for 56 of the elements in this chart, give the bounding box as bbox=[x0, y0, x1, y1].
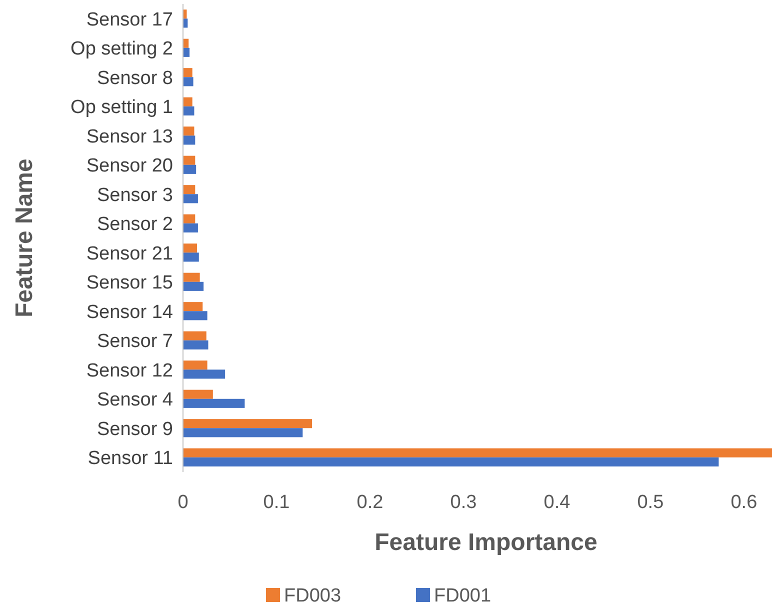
bar bbox=[183, 156, 196, 165]
x-tick-label: 0 bbox=[178, 492, 188, 513]
y-tick-label: Sensor 11 bbox=[88, 448, 173, 470]
y-tick-label: Sensor 20 bbox=[86, 156, 173, 177]
bar bbox=[183, 272, 200, 282]
y-tick-label: Sensor 14 bbox=[86, 302, 174, 323]
y-tick-label: Op setting 1 bbox=[70, 97, 173, 118]
y-tick-label: Sensor 2 bbox=[96, 214, 173, 236]
bar bbox=[183, 126, 194, 136]
y-tick-label: Sensor 21 bbox=[86, 243, 173, 264]
bar bbox=[183, 302, 203, 312]
bar bbox=[183, 136, 196, 145]
y-axis-title: Feature Name bbox=[11, 158, 38, 318]
bar bbox=[183, 244, 198, 253]
bar bbox=[183, 360, 208, 370]
x-axis-title: Feature Importance bbox=[374, 529, 598, 556]
y-tick-label: Sensor 7 bbox=[96, 331, 173, 352]
bar bbox=[183, 68, 192, 78]
y-tick-label: Sensor 17 bbox=[86, 9, 173, 30]
x-tick-label: 0.4 bbox=[544, 492, 571, 513]
x-tick-label: 0.5 bbox=[637, 492, 664, 513]
bar bbox=[183, 252, 199, 262]
y-tick-label: Sensor 15 bbox=[86, 272, 173, 294]
bar bbox=[183, 48, 190, 57]
x-tick-label: 0.2 bbox=[356, 492, 384, 513]
bar bbox=[183, 311, 208, 320]
bar bbox=[183, 282, 204, 291]
y-tick-label: Sensor 8 bbox=[96, 68, 173, 89]
bar bbox=[183, 106, 194, 116]
bar bbox=[183, 331, 206, 340]
bar bbox=[183, 214, 196, 224]
bar bbox=[183, 419, 312, 428]
bar bbox=[183, 340, 208, 350]
bar bbox=[183, 390, 213, 399]
bar bbox=[183, 223, 198, 232]
bar bbox=[183, 185, 196, 194]
bar bbox=[183, 398, 245, 408]
x-tick-label: 0.6 bbox=[730, 492, 758, 513]
y-tick-label: Op setting 2 bbox=[70, 38, 173, 60]
y-tick-label: Sensor 4 bbox=[96, 390, 174, 411]
bar bbox=[183, 97, 192, 106]
bar bbox=[183, 370, 226, 379]
bar bbox=[183, 194, 198, 204]
bar bbox=[183, 457, 719, 466]
y-tick-label: Sensor 12 bbox=[86, 360, 173, 382]
y-tick-label: Sensor 9 bbox=[96, 418, 173, 440]
legend-label: FD003 bbox=[284, 586, 342, 607]
x-tick-label: 0.1 bbox=[263, 492, 290, 513]
y-tick-label: Sensor 13 bbox=[86, 126, 173, 148]
bar bbox=[183, 77, 194, 86]
bar bbox=[183, 428, 303, 438]
legend-label: FD001 bbox=[434, 586, 492, 607]
x-tick-label: 0.3 bbox=[450, 492, 477, 513]
y-tick-label: Sensor 3 bbox=[96, 184, 173, 206]
bar bbox=[183, 164, 196, 174]
bar bbox=[183, 448, 772, 458]
